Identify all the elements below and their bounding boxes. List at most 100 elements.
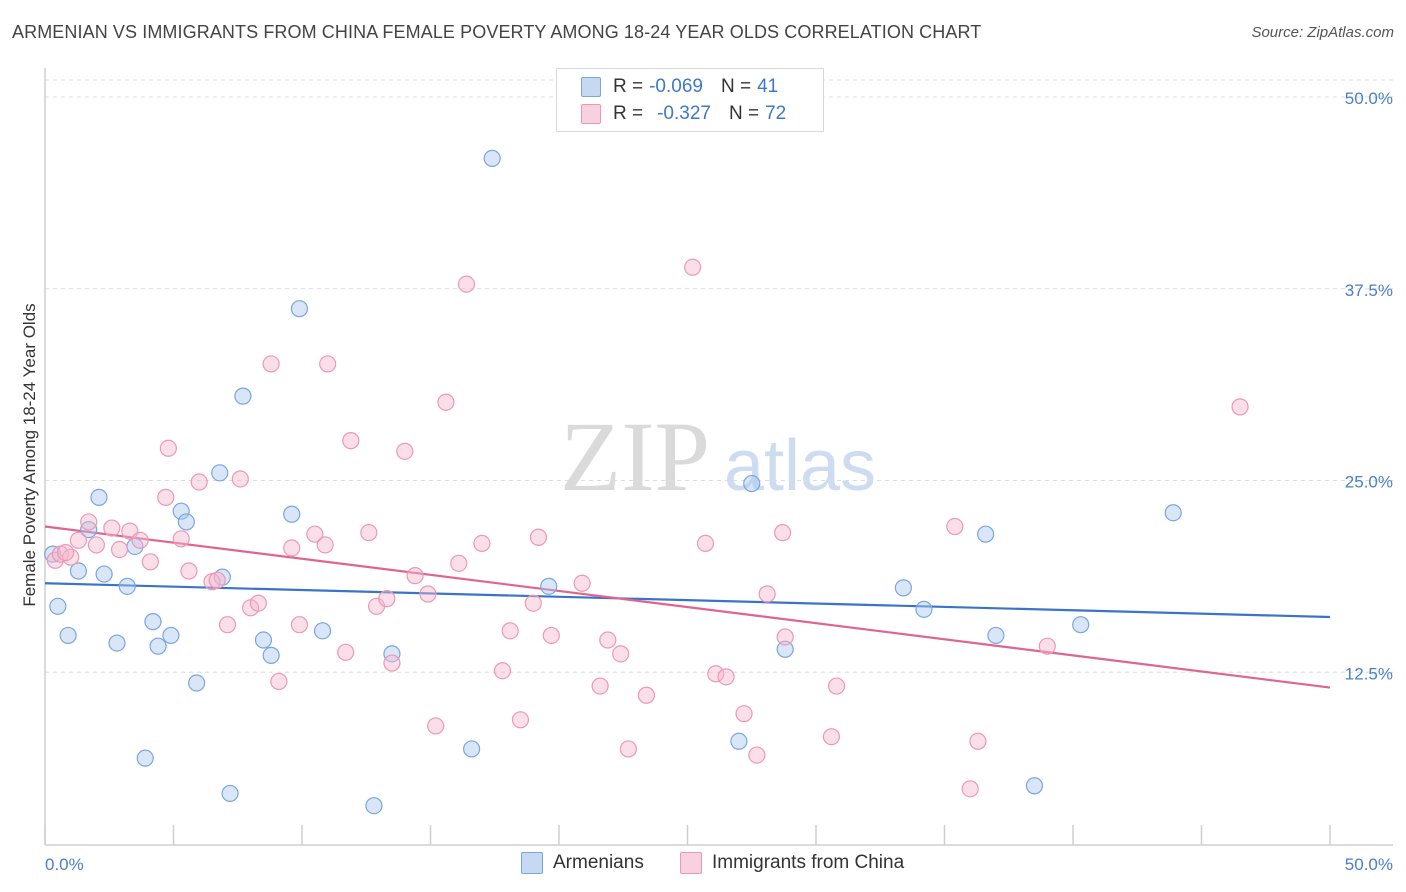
chart-title: ARMENIAN VS IMMIGRANTS FROM CHINA FEMALE…	[12, 22, 982, 42]
point-china	[172, 530, 190, 548]
point-china	[270, 672, 288, 691]
series-label-china: Immigrants from China	[712, 852, 905, 873]
x-tick-label-min: 0.0%	[45, 855, 84, 874]
legend-swatch-china	[581, 104, 601, 124]
point-armenians	[136, 749, 154, 767]
legend-r-value-china: -0.327	[657, 103, 711, 124]
legend-r-label: R =	[613, 76, 644, 97]
source-credit: Source: ZipAtlas.com	[1251, 24, 1394, 41]
point-armenians	[95, 565, 113, 583]
point-china	[524, 594, 542, 612]
point-china	[717, 668, 735, 686]
point-china	[450, 554, 468, 572]
point-china	[511, 711, 530, 729]
correlation-legend: R = -0.069 N = 41 R = -0.327 N = 72	[556, 68, 824, 132]
point-china	[457, 275, 476, 293]
point-china	[378, 590, 396, 608]
point-china	[684, 258, 702, 276]
point-china	[131, 531, 149, 549]
point-china	[599, 631, 617, 649]
point-china	[69, 531, 88, 549]
point-china	[396, 442, 414, 460]
point-china	[306, 525, 324, 543]
y-axis-label: Female Poverty Among 18-24 Year Olds	[20, 303, 39, 606]
x-tick-label-max: 50.0%	[1345, 855, 1393, 874]
point-china	[290, 616, 309, 634]
point-china	[946, 517, 964, 536]
series-swatch-armenians	[521, 852, 543, 874]
point-armenians	[254, 631, 273, 649]
series-legend: Armenians Immigrants from China	[0, 850, 1406, 878]
legend-n-label: N =	[720, 76, 752, 97]
point-armenians	[90, 488, 108, 506]
series-swatch-china	[680, 852, 702, 874]
point-armenians	[108, 634, 126, 652]
legend-n-value-china: 72	[765, 103, 787, 124]
point-armenians	[977, 525, 995, 543]
watermark-atlas: atlas	[724, 426, 876, 506]
point-china	[56, 543, 75, 562]
point-armenians	[172, 502, 190, 520]
point-china	[159, 439, 177, 457]
point-china	[961, 780, 979, 798]
point-armenians	[234, 387, 252, 405]
point-armenians	[1025, 777, 1044, 795]
point-china	[427, 717, 445, 735]
point-armenians	[365, 797, 383, 815]
point-china	[637, 686, 655, 704]
point-armenians	[213, 568, 231, 586]
point-armenians	[1164, 504, 1182, 522]
point-china	[473, 534, 491, 552]
point-china	[406, 567, 424, 585]
series-legend-china[interactable]: Immigrants from China	[680, 852, 904, 874]
point-armenians	[987, 626, 1005, 645]
point-china	[773, 524, 792, 542]
point-china	[822, 728, 841, 746]
point-china	[493, 662, 512, 680]
point-china	[87, 536, 106, 554]
point-armenians	[262, 646, 280, 664]
point-china	[231, 470, 249, 488]
point-armenians	[59, 626, 77, 645]
point-china	[180, 562, 198, 580]
point-china	[707, 665, 725, 683]
legend-row-armenians: R = -0.069 N = 41	[581, 75, 778, 99]
point-china	[827, 677, 846, 695]
point-china	[103, 519, 121, 537]
point-china	[283, 539, 301, 557]
point-armenians	[1072, 616, 1090, 634]
point-armenians	[540, 577, 558, 595]
series-legend-armenians[interactable]: Armenians	[521, 852, 644, 874]
point-china	[249, 594, 267, 612]
point-china	[529, 528, 548, 546]
point-china	[735, 705, 753, 723]
point-china	[218, 616, 237, 634]
y-tick-label: 37.5%	[1345, 281, 1393, 300]
point-china	[758, 585, 776, 603]
point-china	[383, 654, 401, 672]
legend-r-label: R =	[613, 103, 644, 124]
legend-row-china: R = -0.327 N = 72	[581, 102, 786, 126]
point-armenians	[188, 674, 206, 692]
point-china	[1231, 398, 1249, 416]
point-armenians	[776, 640, 794, 658]
point-armenians	[69, 562, 88, 580]
point-china	[619, 740, 637, 758]
point-china	[776, 628, 794, 646]
point-armenians	[144, 613, 162, 631]
point-china	[501, 622, 519, 640]
point-china	[573, 574, 591, 592]
point-china	[969, 732, 987, 750]
point-armenians	[118, 577, 136, 595]
trend-line-china	[44, 525, 1331, 689]
point-china	[612, 645, 630, 663]
point-armenians	[894, 579, 912, 597]
point-armenians	[283, 505, 301, 523]
series-label-armenians: Armenians	[553, 852, 644, 873]
point-armenians	[221, 784, 239, 803]
point-china	[190, 473, 208, 491]
y-tick-label: 50.0%	[1345, 89, 1393, 108]
point-armenians	[743, 474, 761, 493]
y-tick-label: 25.0%	[1345, 473, 1393, 492]
